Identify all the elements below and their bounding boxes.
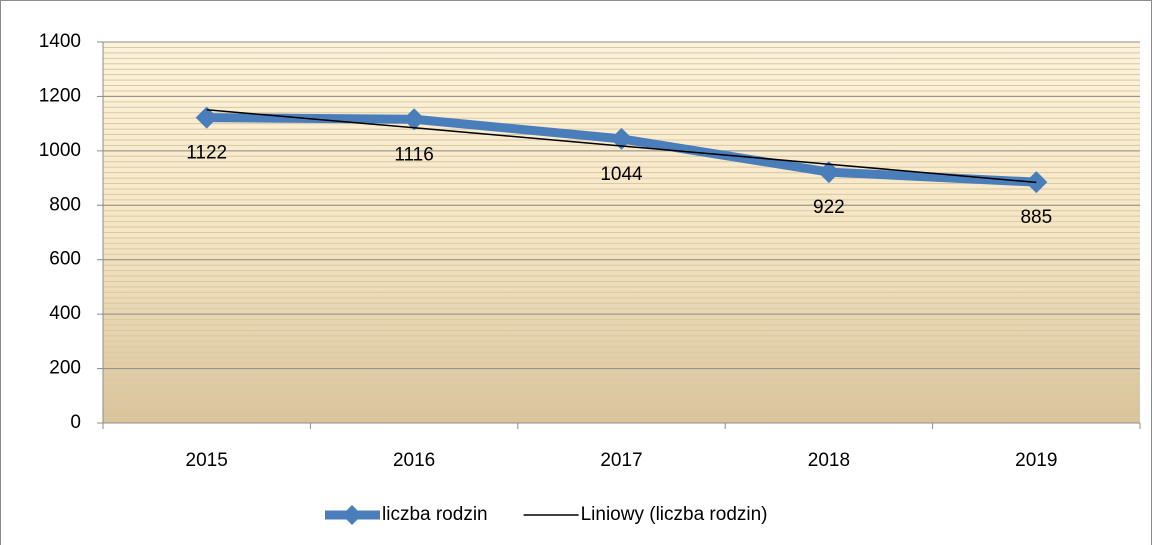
x-tick-label: 2019 [1015, 450, 1057, 471]
legend-label: liczba rodzin [382, 504, 488, 525]
data-label: 1116 [394, 144, 433, 165]
y-tick-label: 800 [49, 194, 81, 215]
series-line [206, 109, 1037, 184]
point-marker [195, 106, 218, 129]
point-marker [817, 161, 840, 184]
y-tick-label: 1000 [39, 140, 81, 161]
data-label: 1122 [186, 143, 227, 164]
x-tick-label: 2018 [808, 450, 850, 471]
data-label: 1044 [600, 164, 643, 185]
y-tick-label: 1200 [39, 85, 81, 106]
data-label: 922 [813, 197, 845, 218]
x-tick-label: 2016 [393, 450, 435, 471]
point-marker [610, 127, 633, 150]
y-tick-label: 600 [49, 249, 81, 270]
point-marker [403, 108, 426, 131]
legend-marker [342, 505, 362, 525]
y-tick-label: 400 [49, 303, 81, 324]
y-tick-label: 1400 [39, 31, 81, 52]
data-label: 885 [1020, 207, 1052, 228]
y-tick-label: 200 [49, 358, 81, 379]
legend-label: Liniowy (liczba rodzin) [581, 504, 768, 525]
x-tick-label: 2017 [600, 450, 642, 471]
y-tick-label: 0 [70, 412, 81, 433]
x-tick-label: 2015 [186, 450, 228, 471]
